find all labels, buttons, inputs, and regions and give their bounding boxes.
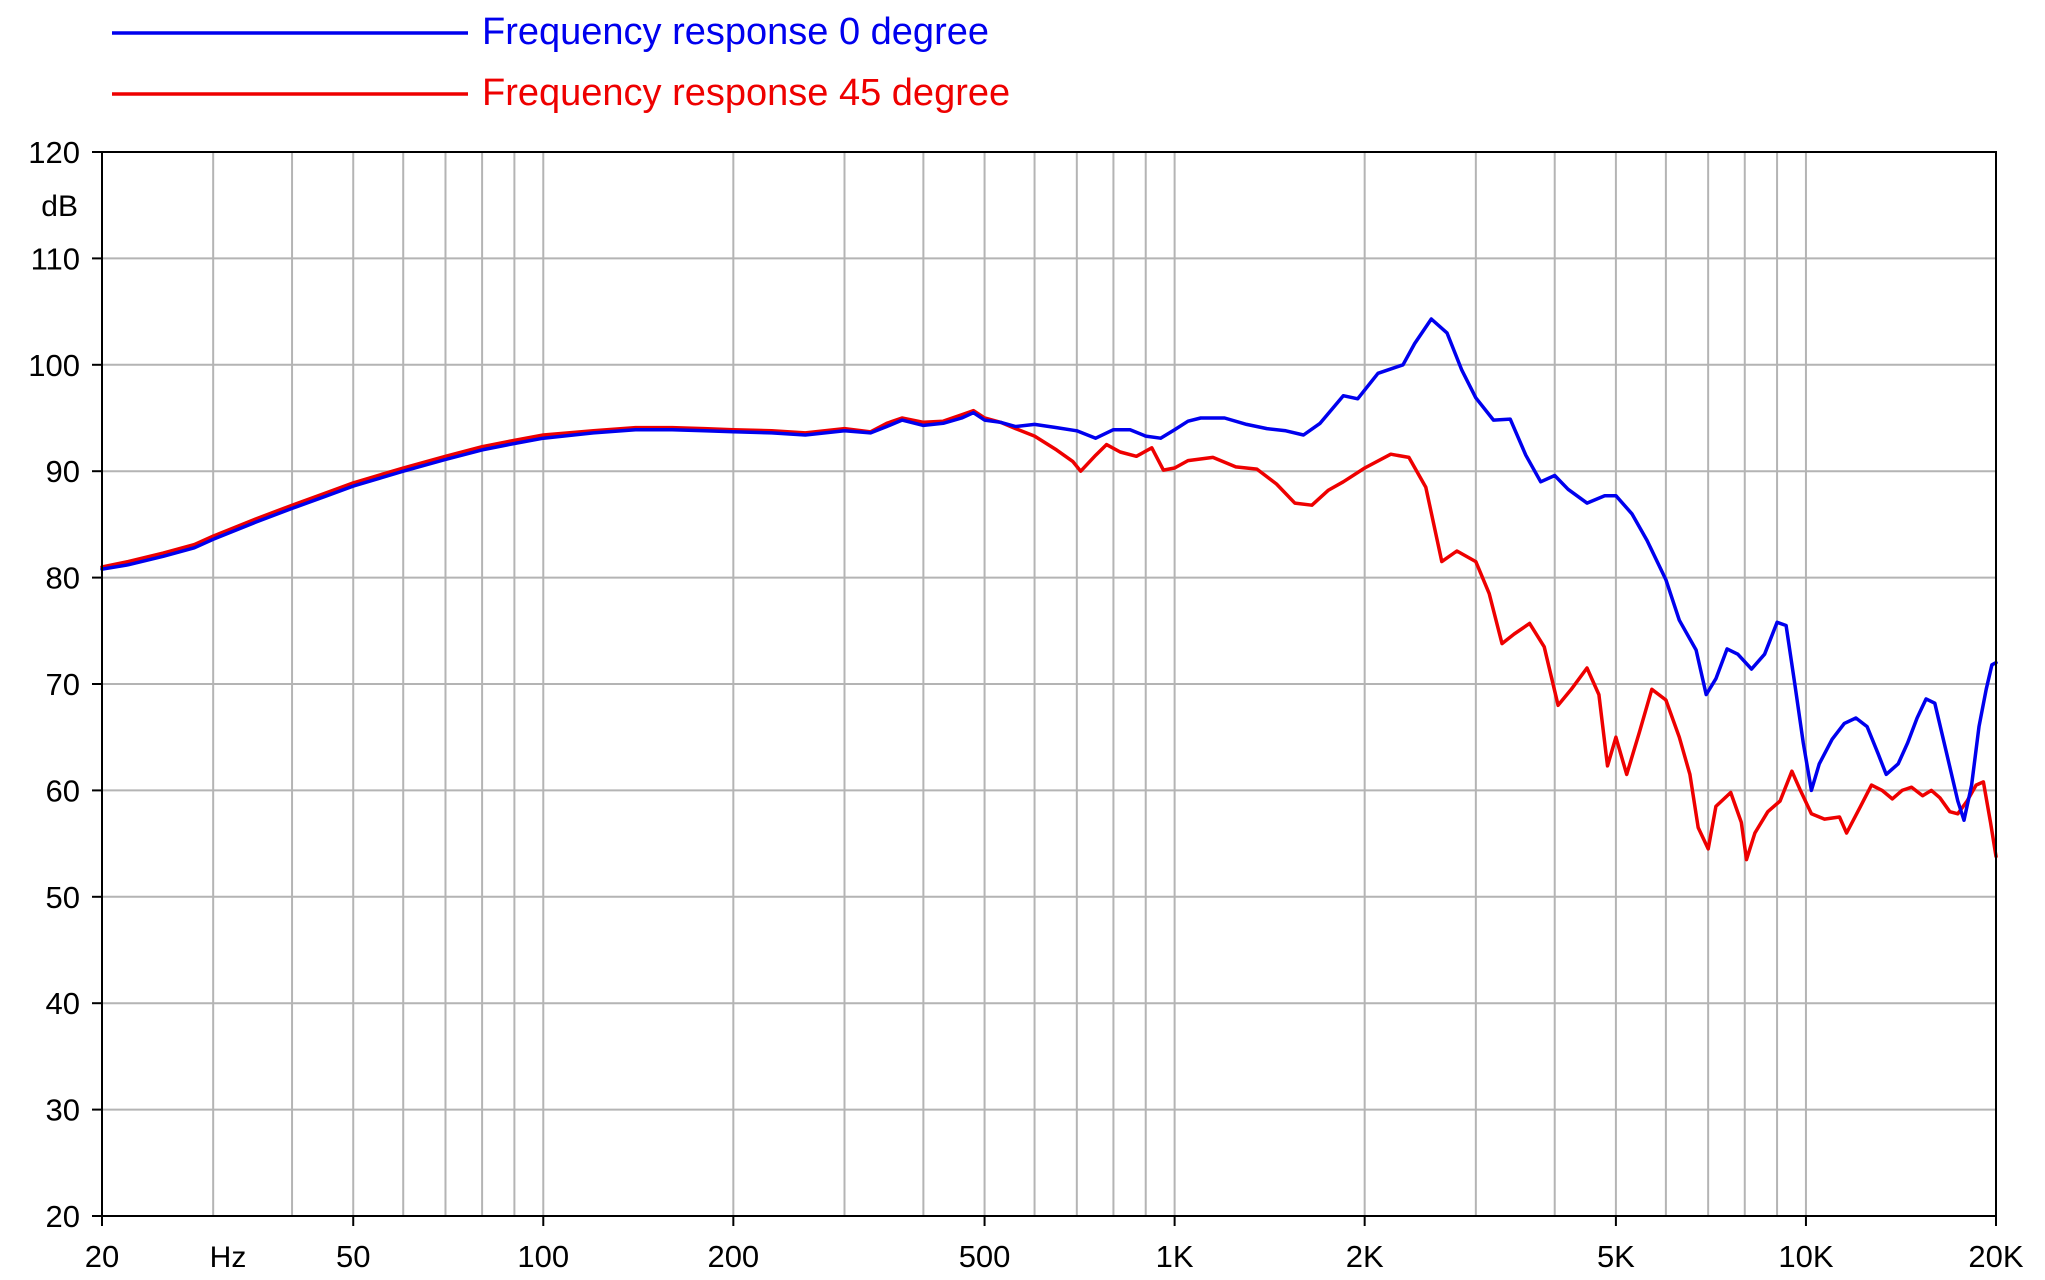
y-axis-tick-labels: 20 30 40 50 60 70 80 90 100 110 120: [28, 135, 102, 1234]
grid: [102, 152, 1996, 1216]
x-tick-label: 50: [336, 1239, 370, 1274]
legend-entry-label: Frequency response 45 degree: [482, 72, 1010, 114]
y-tick-label: 110: [31, 241, 80, 276]
y-tick-label: 120: [28, 135, 80, 170]
y-tick-label: 80: [46, 561, 80, 596]
y-tick-label: 20: [46, 1199, 80, 1234]
x-tick-label: 1K: [1156, 1239, 1194, 1274]
x-tick-label: 20K: [1968, 1239, 2023, 1274]
x-tick-label: 2K: [1346, 1239, 1384, 1274]
y-tick-label: 60: [46, 773, 80, 808]
y-unit-label: dB: [41, 190, 78, 223]
x-axis-tick-labels: 20 50 100 200 500 1K 2K 5K 10K 20K: [85, 1216, 2024, 1274]
y-tick-label: 100: [28, 348, 80, 383]
series-line-frequency-response-45-degree: [100, 408, 1998, 862]
y-tick-label: 90: [46, 454, 80, 489]
legend: Frequency response 0 degree Frequency res…: [112, 11, 1010, 114]
x-unit-label: Hz: [210, 1241, 247, 1274]
x-tick-label: 10K: [1778, 1239, 1833, 1274]
x-tick-label: 100: [517, 1239, 569, 1274]
series-line-frequency-response-0-degree: [100, 317, 1998, 822]
series-lines: [100, 317, 1998, 862]
x-tick-label: 5K: [1597, 1239, 1635, 1274]
y-tick-label: 40: [46, 986, 80, 1021]
y-tick-label: 70: [46, 667, 80, 702]
x-tick-label: 200: [707, 1239, 759, 1274]
x-tick-label: 500: [959, 1239, 1011, 1274]
legend-entry-label: Frequency response 0 degree: [482, 11, 989, 53]
y-tick-label: 30: [46, 1093, 80, 1128]
x-tick-label: 20: [85, 1239, 119, 1274]
y-tick-label: 50: [46, 880, 80, 915]
